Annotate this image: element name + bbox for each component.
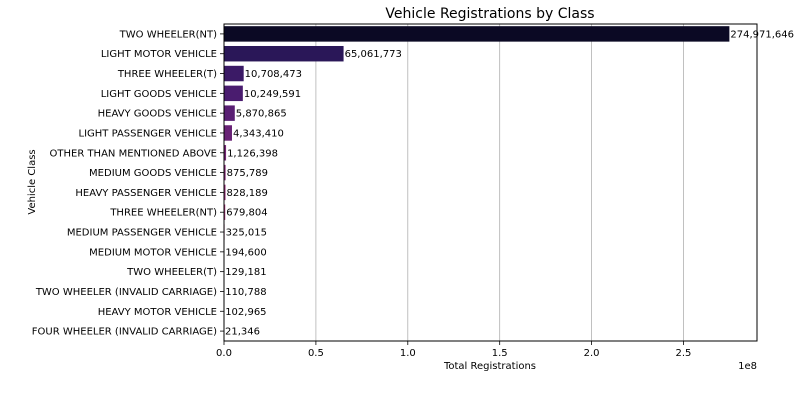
y-tick-label: FOUR WHEELER (INVALID CARRIAGE) — [32, 327, 217, 338]
plot-frame — [224, 24, 757, 341]
y-tick-label: LIGHT PASSENGER VEHICLE — [79, 128, 218, 139]
x-axis-offset-text: 1e8 — [738, 361, 757, 372]
x-tick-label: 0.0 — [216, 348, 232, 359]
bar — [224, 125, 232, 140]
x-tick-label: 2.5 — [676, 348, 692, 359]
x-tick-labels: 0.0 0.5 1.0 1.5 2.0 2.5 — [216, 341, 691, 359]
y-tick-label: HEAVY PASSENGER VEHICLE — [75, 188, 217, 199]
bar — [224, 105, 235, 120]
y-tick-label: MEDIUM MOTOR VEHICLE — [89, 247, 217, 258]
y-tick-label: TWO WHEELER (INVALID CARRIAGE) — [35, 287, 217, 298]
y-tick-label: TWO WHEELER(T) — [126, 267, 217, 278]
data-label: 10,708,473 — [245, 69, 302, 80]
data-label: 102,965 — [225, 307, 266, 318]
x-axis-label: Total Registrations — [443, 361, 536, 372]
x-tick-label: 2.0 — [584, 348, 600, 359]
y-tick-label: LIGHT MOTOR VEHICLE — [101, 49, 217, 60]
data-label: 875,789 — [227, 168, 268, 179]
data-labels: 274,971,646 65,061,773 10,708,473 10,249,59… — [225, 29, 794, 337]
bar — [224, 46, 344, 61]
data-label: 1,126,398 — [227, 148, 278, 159]
x-tick-label: 0.5 — [308, 348, 324, 359]
y-tick-label: MEDIUM PASSENGER VEHICLE — [67, 228, 217, 239]
y-tick-labels: TWO WHEELER(NT) LIGHT MOTOR VEHICLE THREE … — [32, 29, 224, 337]
data-label: 4,343,410 — [233, 128, 284, 139]
bar — [224, 66, 244, 81]
bar — [224, 86, 243, 101]
data-label: 5,870,865 — [236, 109, 287, 120]
y-tick-label: THREE WHEELER(NT) — [109, 208, 217, 219]
data-label: 325,015 — [226, 228, 267, 239]
y-tick-label: HEAVY GOODS VEHICLE — [98, 109, 217, 120]
data-label: 21,346 — [225, 327, 260, 338]
y-tick-label: MEDIUM GOODS VEHICLE — [89, 168, 217, 179]
data-label: 274,971,646 — [730, 29, 794, 40]
x-tick-label: 1.5 — [492, 348, 508, 359]
data-label: 10,249,591 — [244, 89, 301, 100]
data-label: 129,181 — [225, 267, 266, 278]
data-label: 110,788 — [225, 287, 266, 298]
y-axis-label: Vehicle Class — [27, 149, 38, 214]
y-tick-label: OTHER THAN MENTIONED ABOVE — [50, 148, 218, 159]
bar — [224, 26, 729, 41]
y-tick-label: TWO WHEELER(NT) — [119, 29, 217, 40]
chart-title: Vehicle Registrations by Class — [385, 6, 594, 22]
data-label: 65,061,773 — [345, 49, 402, 60]
x-tick-label: 1.0 — [400, 348, 416, 359]
y-tick-label: THREE WHEELER(T) — [117, 69, 217, 80]
y-tick-label: LIGHT GOODS VEHICLE — [101, 89, 217, 100]
data-label: 679,804 — [226, 208, 267, 219]
data-label: 194,600 — [225, 247, 266, 258]
y-tick-label: HEAVY MOTOR VEHICLE — [98, 307, 217, 318]
data-label: 828,189 — [227, 188, 268, 199]
